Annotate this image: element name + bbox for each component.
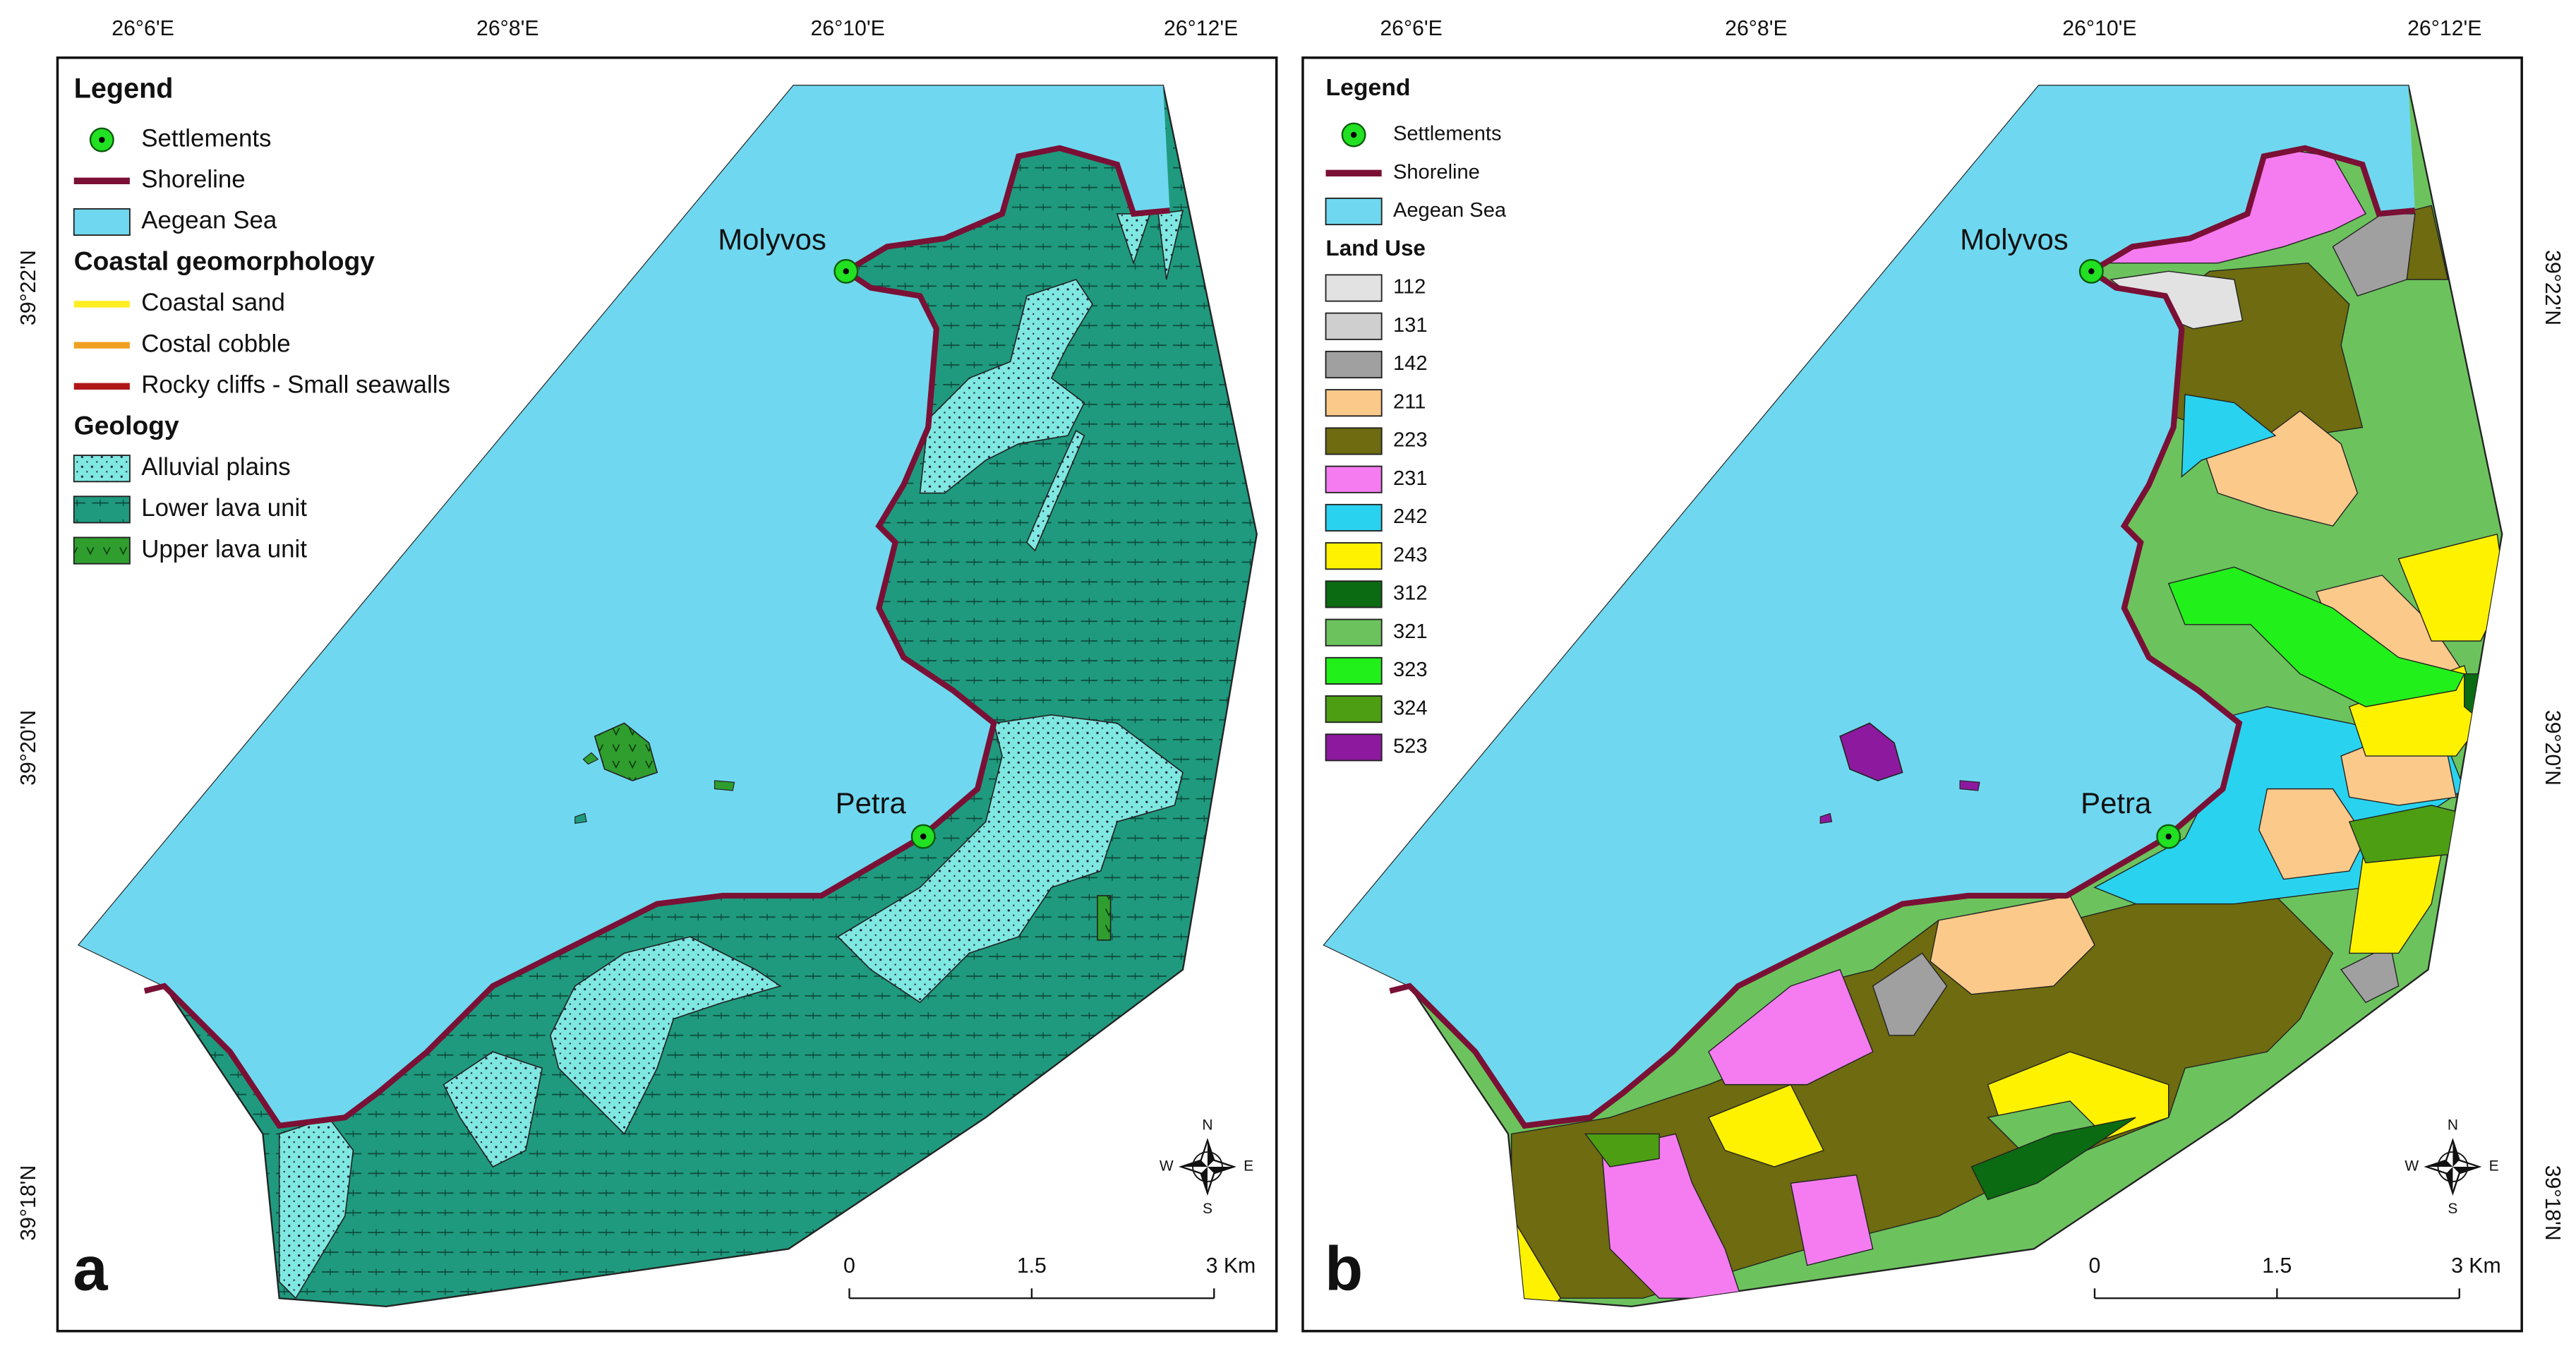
- legend-label: Aegean Sea: [141, 207, 277, 234]
- compass-ring: [2437, 1151, 2469, 1182]
- legend-label: Settlements: [141, 124, 271, 152]
- legend-title: Legend: [1326, 74, 1411, 101]
- legend-label: 324: [1393, 697, 1428, 719]
- scale-label: 3 Km: [2451, 1254, 2501, 1278]
- scale-label: 1.5: [1017, 1254, 1047, 1278]
- compass-letter: W: [1160, 1158, 1174, 1175]
- legend-symbol: [1325, 580, 1383, 608]
- legend-label: 231: [1393, 467, 1428, 490]
- place-label: Molyvos: [718, 223, 826, 256]
- legend-label: 242: [1393, 505, 1428, 528]
- scale-label: 3 Km: [1206, 1254, 1256, 1278]
- settlement-center: [2088, 268, 2095, 275]
- compass-letter: S: [1203, 1201, 1212, 1217]
- compass-letter: N: [2448, 1117, 2458, 1133]
- longitude-label: 26°10'E: [810, 17, 884, 40]
- legend-label: 142: [1393, 352, 1428, 375]
- longitude-label: 26°12'E: [2407, 17, 2481, 40]
- legend-label: 321: [1393, 620, 1428, 643]
- legend-heading: Land Use: [1326, 236, 1426, 260]
- map-b: [1323, 85, 2503, 1308]
- legend-heading: Coastal geomorphology: [74, 246, 375, 276]
- settlement-center: [920, 833, 927, 840]
- legend-label: 131: [1393, 314, 1428, 337]
- legend-symbol: [73, 536, 131, 565]
- panel-letter: b: [1325, 1234, 1363, 1304]
- legend-label: 312: [1393, 582, 1428, 605]
- longitude-label: 26°8'E: [476, 17, 539, 40]
- latitude-label: 39°22'N: [17, 250, 40, 325]
- legend-symbol: [1325, 656, 1383, 685]
- legend-symbol: [1325, 695, 1383, 723]
- legend-symbol: [1325, 274, 1383, 302]
- legend-symbol: [73, 208, 131, 236]
- legend-label: Rocky cliffs - Small seawalls: [141, 371, 450, 399]
- legend-symbol: [1325, 542, 1383, 570]
- latitude-label: 39°20'N: [2541, 710, 2564, 786]
- panel-b: 26°6'E 26°8'E 26°10'E 26°12'E 39°22'N 39°20'N…: [1325, 17, 2564, 1304]
- legend-symbol: [99, 136, 105, 143]
- compass-rose: [2426, 1140, 2479, 1194]
- settlement-center: [843, 268, 850, 275]
- legend-label: 112: [1393, 276, 1426, 299]
- legend-symbol: [1325, 389, 1383, 417]
- legend-label: Shoreline: [1393, 161, 1480, 184]
- longitude-label: 26°6'E: [1380, 17, 1443, 40]
- panel-letter: a: [73, 1234, 108, 1304]
- scale-label: 0: [2089, 1254, 2101, 1278]
- legend-symbol: [1325, 465, 1383, 493]
- legend-label: Shoreline: [141, 166, 245, 193]
- compass-letter: E: [1244, 1158, 1253, 1175]
- longitude-label: 26°10'E: [2062, 17, 2136, 40]
- compass-letter: S: [2448, 1201, 2457, 1217]
- compass-letter: W: [2405, 1158, 2419, 1175]
- latitude-label: 39°18'N: [17, 1165, 40, 1241]
- legend-label: Settlements: [1393, 123, 1502, 145]
- legend-symbol: [1350, 131, 1357, 138]
- compass-letter: E: [2489, 1158, 2499, 1175]
- compass-rose: [1181, 1140, 1234, 1194]
- compass-ring: [1192, 1151, 1223, 1182]
- legend-symbol: [73, 455, 131, 483]
- place-label: Petra: [2081, 786, 2152, 819]
- place-label: Petra: [836, 786, 907, 819]
- legend-heading: Geology: [74, 410, 179, 440]
- legend-label: Costal cobble: [141, 330, 291, 357]
- compass-letter: N: [1202, 1117, 1212, 1133]
- frame: [1301, 56, 2523, 1333]
- scale-label: 1.5: [2262, 1254, 2292, 1278]
- map-a: [78, 85, 1258, 1308]
- legend-label: 211: [1393, 390, 1426, 413]
- legend-label: Coastal sand: [141, 289, 285, 316]
- settlement-center: [2165, 833, 2172, 840]
- legend-symbol: [1325, 733, 1383, 762]
- legend-label: Lower lava unit: [141, 494, 307, 522]
- longitude-label: 26°6'E: [112, 17, 174, 40]
- legend-symbol: [73, 496, 131, 524]
- legend-label: 323: [1393, 659, 1428, 681]
- panel-a: 26°6'E 26°8'E 26°10'E 26°12'E 39°22'N 39°20'N…: [17, 17, 1256, 1304]
- legend-label: 523: [1393, 735, 1428, 758]
- legend-symbol: [1325, 350, 1383, 379]
- legend-symbol: [1325, 618, 1383, 647]
- longitude-label: 26°8'E: [1725, 17, 1788, 40]
- latitude-label: 39°20'N: [17, 710, 40, 786]
- longitude-label: 26°12'E: [1164, 17, 1238, 40]
- legend-label: 243: [1393, 544, 1428, 566]
- scale-label: 0: [843, 1254, 855, 1278]
- legend-label: Aegean Sea: [1393, 199, 1507, 222]
- latitude-label: 39°18'N: [2541, 1165, 2564, 1241]
- legend-title: Legend: [74, 73, 174, 104]
- latitude-label: 39°22'N: [2541, 250, 2564, 325]
- legend-symbol: [1325, 503, 1383, 532]
- legend-symbol: [1325, 427, 1383, 455]
- legend-label: 223: [1393, 429, 1428, 452]
- place-label: Molyvos: [1960, 223, 2069, 256]
- frame: [56, 56, 1278, 1333]
- legend-label: Alluvial plains: [141, 453, 290, 481]
- legend-label: Upper lava unit: [141, 535, 307, 563]
- legend-symbol: [1325, 312, 1383, 340]
- legend-symbol: [1325, 197, 1383, 226]
